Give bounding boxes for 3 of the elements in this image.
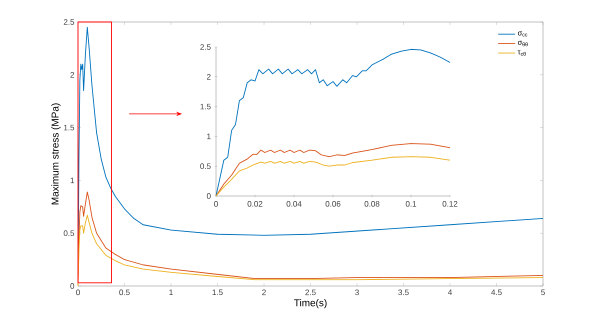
y-axis-title: Maximum stress (MPa): [51, 103, 61, 204]
line-series: [216, 48, 450, 196]
x-axis-title: Time(s): [294, 299, 327, 308]
